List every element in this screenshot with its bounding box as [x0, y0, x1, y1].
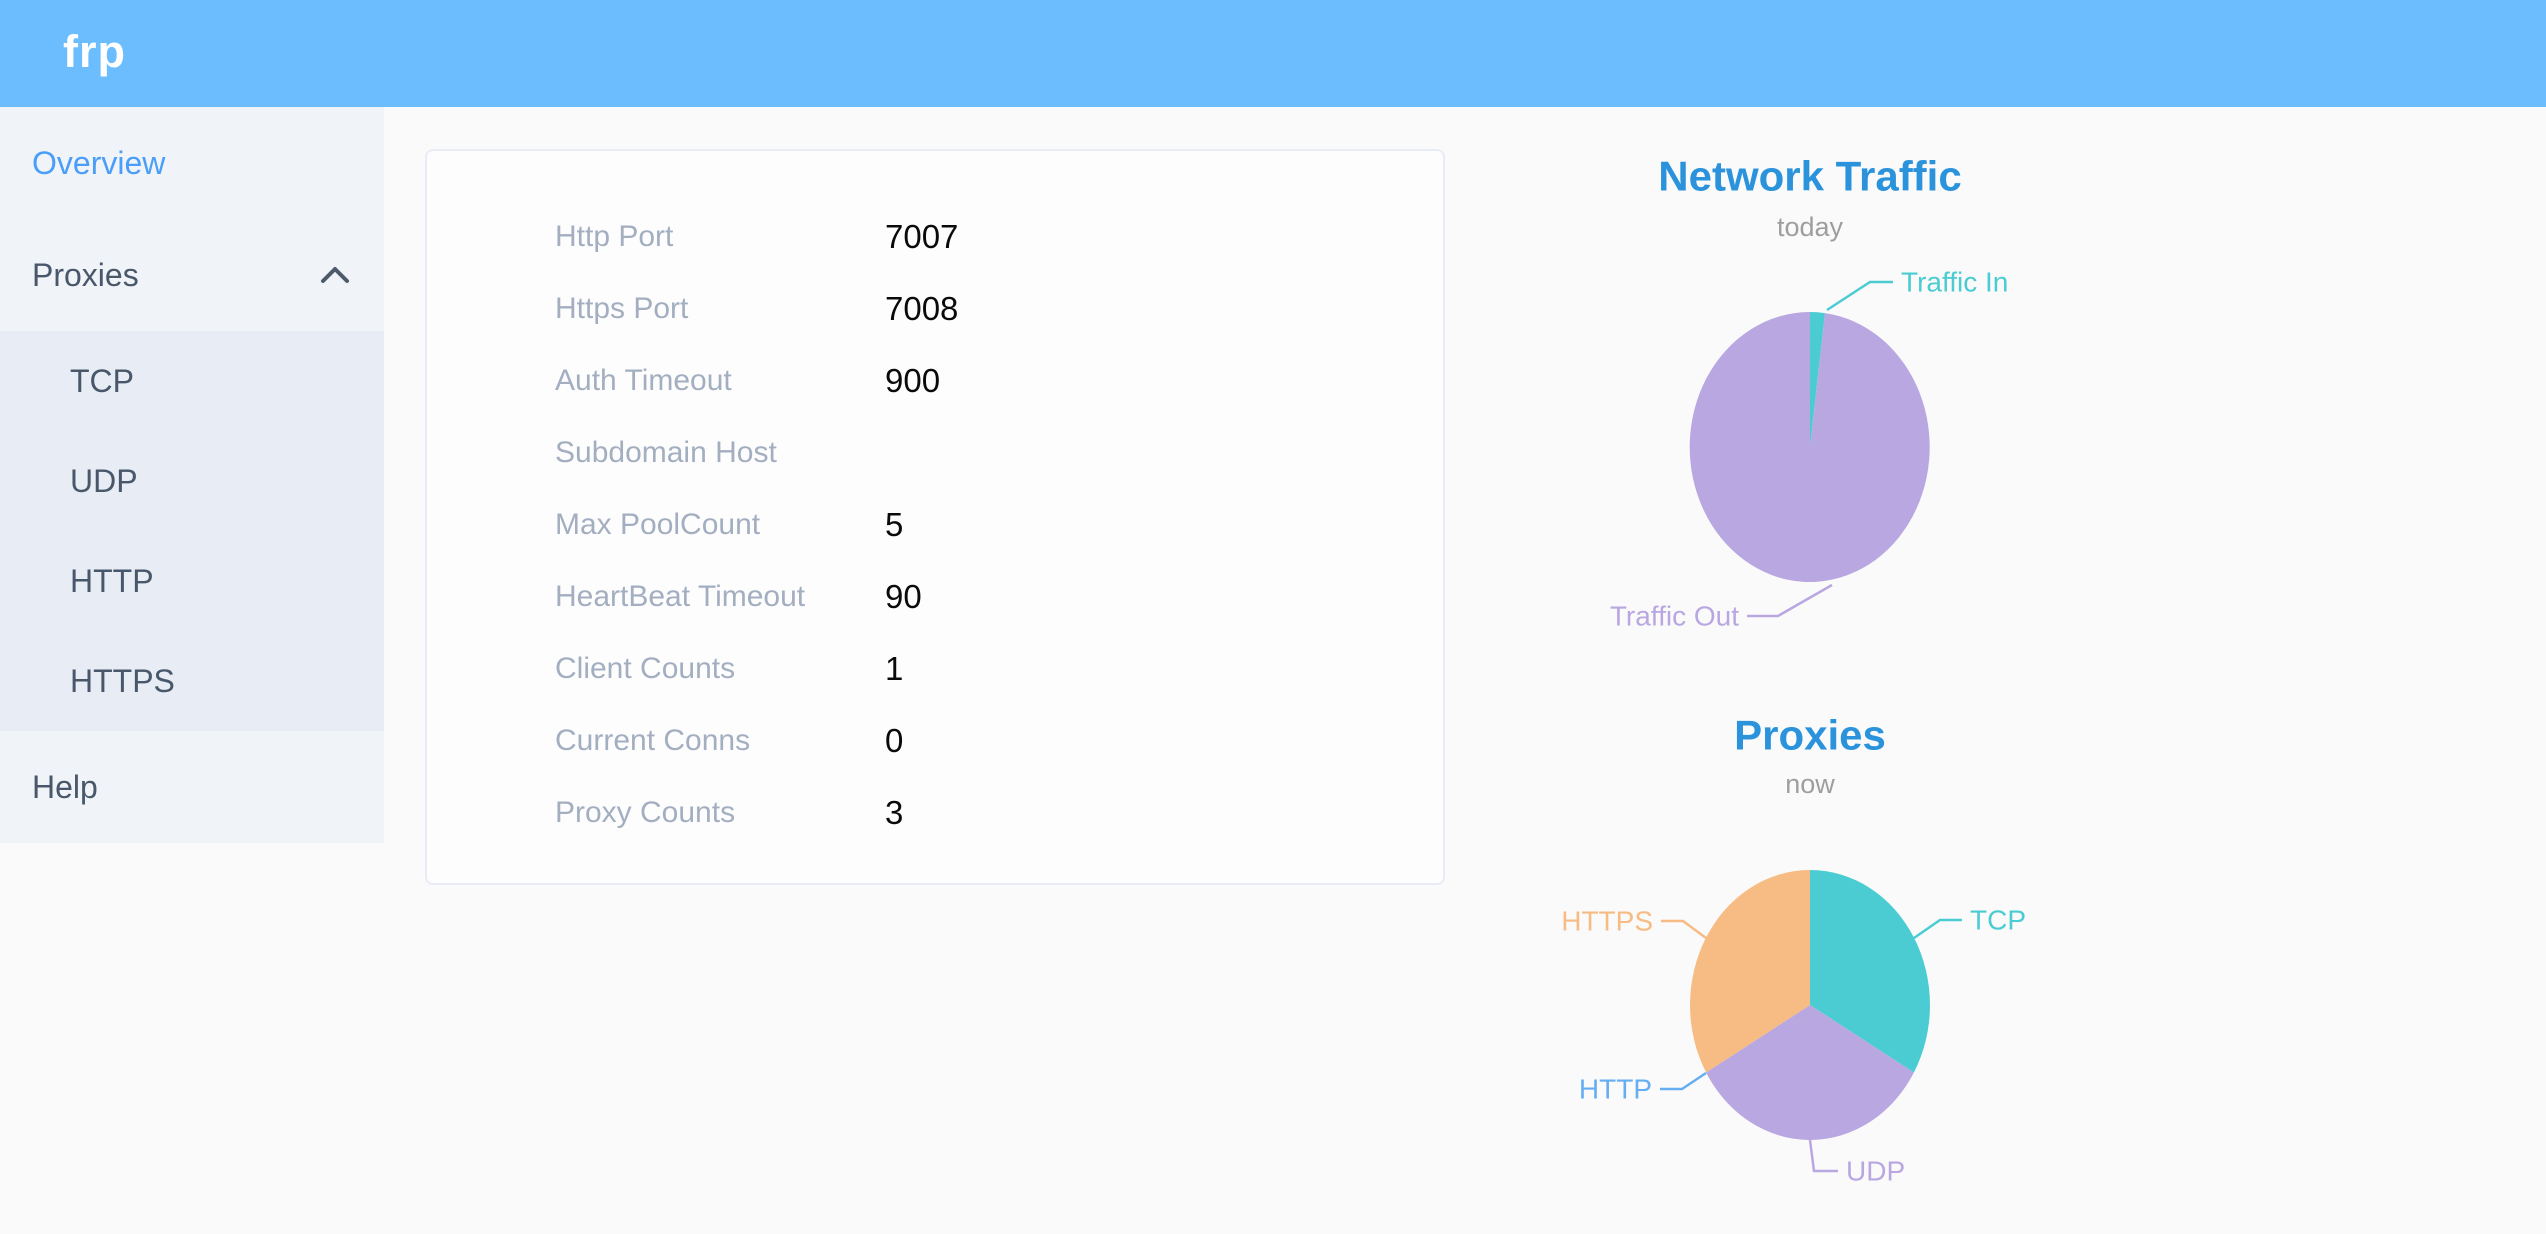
sidebar-item-tcp[interactable]: TCP: [0, 331, 384, 431]
pie-label-http: HTTP: [1579, 1074, 1652, 1105]
config-label: Current Conns: [555, 724, 751, 757]
config-value: 5: [885, 506, 904, 543]
network-traffic-chart-subtitle: today: [1777, 212, 1844, 242]
sidebar-item-label: Proxies: [32, 256, 139, 293]
pie-label-line-https: [1661, 919, 1707, 940]
app-header: frp: [0, 0, 2546, 107]
chevron-up-icon: [321, 267, 349, 283]
pie-slice-https: [1690, 870, 1810, 1073]
config-value: 7007: [885, 218, 959, 255]
config-value: 90: [885, 578, 922, 615]
sidebar-item-label: Overview: [32, 144, 166, 181]
config-value: 7008: [885, 290, 959, 327]
sidebar-item-label: HTTPS: [70, 662, 175, 699]
sidebar-item-label: TCP: [70, 362, 134, 399]
config-row-https-port: Https Port 7008: [555, 273, 1443, 345]
sidebar-item-udp[interactable]: UDP: [0, 431, 384, 531]
pie-label-https: HTTPS: [1561, 906, 1653, 937]
network-traffic-pie: Traffic In Traffic Out: [1610, 267, 2009, 632]
pie-slice-tcp: [1810, 870, 1930, 1073]
pie-slice-traffic-in: [1810, 312, 1825, 447]
config-value: 3: [885, 794, 904, 831]
sidebar-item-help[interactable]: Help: [0, 731, 384, 843]
server-config-card: Http Port 7007 Https Port 7008 Auth Time…: [425, 149, 1445, 885]
pie-label-line-tcp: [1913, 918, 1962, 940]
pie-label-traffic-out: Traffic Out: [1610, 601, 1739, 632]
config-row-proxy-counts: Proxy Counts 3: [555, 777, 1443, 849]
pie-label-udp: UDP: [1846, 1156, 1905, 1187]
pie-label-traffic-in: Traffic In: [1901, 267, 2008, 298]
config-row-current-conns: Current Conns 0: [555, 705, 1443, 777]
sidebar-item-overview[interactable]: Overview: [0, 107, 384, 219]
sidebar: Overview Proxies TCP UDP HTTP HTTPS Help: [0, 107, 384, 843]
config-label: HeartBeat Timeout: [555, 580, 806, 613]
pie-label-line-udp: [1808, 1139, 1838, 1173]
pie-label-line-traffic-in: [1826, 280, 1893, 312]
sidebar-item-label: HTTP: [70, 562, 154, 599]
network-traffic-chart-title: Network Traffic: [1658, 153, 1961, 200]
pie-slice-udp: [1706, 1005, 1914, 1140]
proxies-chart-subtitle: now: [1785, 769, 1835, 799]
sidebar-item-http[interactable]: HTTP: [0, 531, 384, 631]
charts-panel: Network Traffic today Traffic In Traffic …: [1450, 107, 2170, 1234]
proxies-chart-title: Proxies: [1734, 712, 1886, 759]
pie-slice-traffic-out: [1689, 311, 1930, 582]
sidebar-item-https[interactable]: HTTPS: [0, 631, 384, 731]
config-row-heartbeat-timeout: HeartBeat Timeout 90: [555, 561, 1443, 633]
sidebar-item-label: Help: [32, 768, 98, 805]
sidebar-item-label: UDP: [70, 462, 138, 499]
config-row-http-port: Http Port 7007: [555, 201, 1443, 273]
config-label: Max PoolCount: [555, 508, 761, 541]
pie-label-line-http: [1660, 1071, 1707, 1091]
config-label: Subdomain Host: [555, 436, 777, 469]
app-logo: frp: [63, 26, 126, 77]
config-row-max-poolcount: Max PoolCount 5: [555, 489, 1443, 561]
config-row-client-counts: Client Counts 1: [555, 633, 1443, 705]
config-label: Auth Timeout: [555, 364, 732, 397]
config-row-subdomain-host: Subdomain Host: [555, 417, 1443, 489]
sidebar-item-proxies[interactable]: Proxies: [0, 219, 384, 331]
proxies-pie: TCP UDP HTTP HTTPS: [1561, 870, 2026, 1187]
config-label: Https Port: [555, 292, 689, 325]
config-value: 1: [885, 650, 904, 687]
charts-svg: Network Traffic today Traffic InTraffic …: [1561, 153, 2026, 1187]
config-row-auth-timeout: Auth Timeout 900: [555, 345, 1443, 417]
config-value: 900: [885, 362, 941, 399]
config-label: Http Port: [555, 220, 674, 253]
config-label: Client Counts: [555, 652, 736, 685]
config-label: Proxy Counts: [555, 796, 736, 829]
proxies-submenu: TCP UDP HTTP HTTPS: [0, 331, 384, 731]
pie-label-tcp: TCP: [1970, 905, 2026, 936]
pie-label-line-traffic-out: [1747, 583, 1833, 618]
config-value: 0: [885, 722, 904, 759]
